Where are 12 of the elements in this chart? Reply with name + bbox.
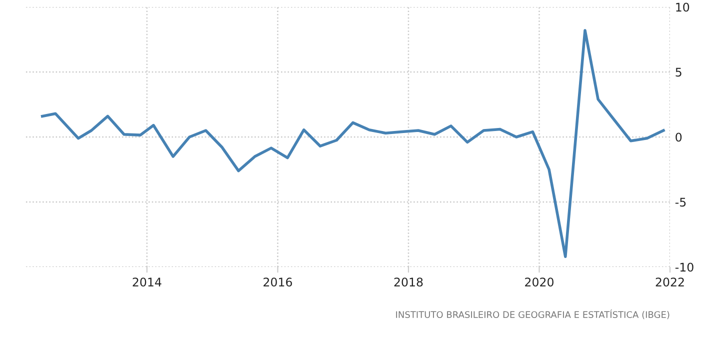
y-tick-label: -10 xyxy=(675,262,694,272)
x-tick-label: 2018 xyxy=(394,278,423,287)
y-tick-label: 0 xyxy=(676,132,682,142)
y-tick-label: 5 xyxy=(676,68,682,77)
line-series xyxy=(40,29,665,258)
y-tick-label: -5 xyxy=(675,198,686,207)
x-tick-label: 2020 xyxy=(525,278,554,287)
x-tick-label: 2014 xyxy=(132,278,162,287)
y-tick-label: 10 xyxy=(676,2,690,12)
text: INSTITUTO BRASILEIRO DE GEOGRAFIA E ESTATÍSTICA (IBGE) xyxy=(396,310,670,320)
x-tick-label: 2016 xyxy=(264,278,292,287)
x-tick-label: 2022 xyxy=(656,278,684,287)
